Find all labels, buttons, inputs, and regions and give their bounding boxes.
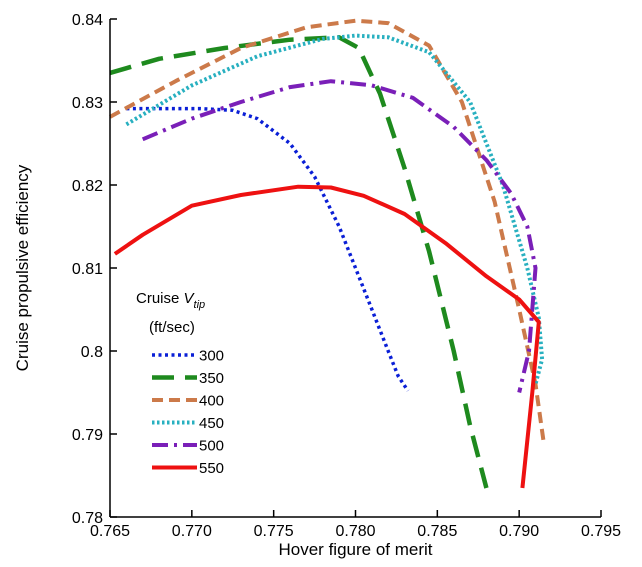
y-tick-label: 0.8: [81, 344, 103, 361]
legend-label-400: 400: [199, 393, 224, 410]
legend-title-prefix: Cruise: [136, 290, 184, 307]
legend-title: Cruise Vtip: [136, 290, 205, 311]
x-tick-label: 0.785: [417, 523, 457, 540]
y-tick-label: 0.78: [72, 510, 103, 527]
y-tick-label: 0.79: [72, 427, 103, 444]
y-tick-label: 0.84: [72, 12, 103, 29]
series-300-line: [126, 106, 410, 392]
legend-units: (ft/sec): [149, 319, 195, 336]
legend-label-450: 450: [199, 415, 224, 432]
series-400-line: [109, 18, 546, 443]
x-axis-label: Hover figure of merit: [279, 540, 433, 559]
legend: Cruise Vtip (ft/sec) 300 350 400 450 500 550: [136, 290, 224, 477]
legend-entries: 300 350 400 450 500 550: [152, 348, 224, 477]
x-tick-label: 0.770: [172, 523, 212, 540]
series-350-line: [109, 35, 489, 489]
legend-label-550: 550: [199, 460, 224, 477]
y-tick-label: 0.82: [72, 178, 103, 195]
series-550-line: [113, 184, 541, 489]
series-450-line: [125, 33, 545, 385]
y-tick-label: 0.81: [72, 261, 103, 278]
legend-title-v: V: [184, 290, 196, 307]
x-tick-label: 0.780: [335, 523, 375, 540]
y-axis-label: Cruise propulsive efficiency: [13, 164, 32, 371]
legend-label-350: 350: [199, 370, 224, 387]
legend-label-300: 300: [199, 348, 224, 365]
y-tick-label: 0.83: [72, 95, 103, 112]
x-tick-label: 0.795: [581, 523, 621, 540]
ticks-layer: 0.765 0.770 0.775 0.780 0.785 0.790 0.795 0.78 0…: [72, 12, 621, 540]
legend-label-500: 500: [199, 438, 224, 455]
series-layer: [109, 18, 546, 489]
legend-title-sub: tip: [194, 299, 206, 311]
series-500-line: [141, 79, 538, 393]
x-tick-label: 0.765: [90, 523, 130, 540]
x-tick-label: 0.775: [254, 523, 294, 540]
x-tick-label: 0.790: [499, 523, 539, 540]
